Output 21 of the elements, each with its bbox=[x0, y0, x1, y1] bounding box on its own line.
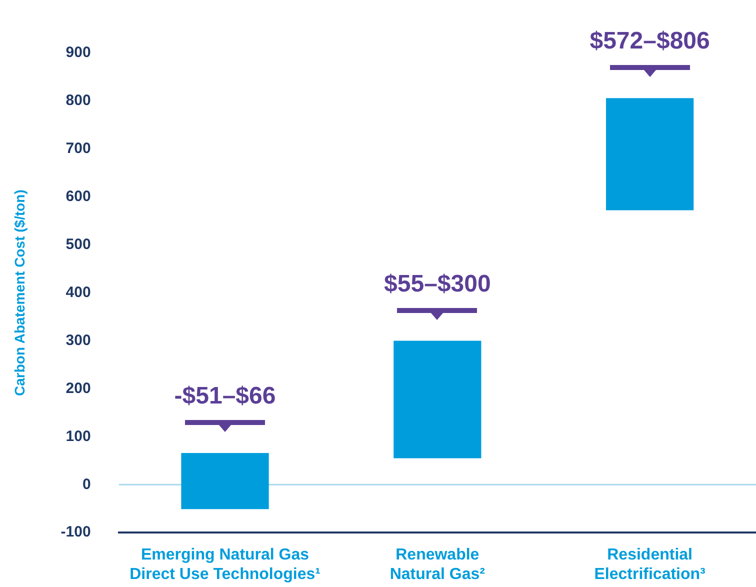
y-tick-label: 0 bbox=[82, 476, 91, 493]
y-tick-label: 700 bbox=[66, 140, 91, 158]
bar bbox=[394, 340, 482, 458]
x-tick-label: Residential Electrification³ bbox=[594, 546, 706, 583]
y-tick-label: 400 bbox=[66, 284, 91, 301]
x-tick-label: Emerging Natural Gas Direct Use Technologies¹ bbox=[130, 546, 320, 583]
y-tick-label: 500 bbox=[66, 236, 91, 253]
y-tick-label: 100 bbox=[66, 428, 91, 445]
data-label: -$51–$66 bbox=[174, 382, 276, 410]
x-tick-label: Renewable Natural Gas² bbox=[390, 546, 485, 583]
y-tick-label: 300 bbox=[66, 332, 91, 349]
data-label: $55–$300 bbox=[384, 270, 491, 298]
y-axis-title: Carbon Abatement Cost ($/ton) bbox=[11, 190, 28, 396]
y-tick-label: 900 bbox=[66, 44, 91, 62]
bar bbox=[181, 452, 269, 510]
y-tick-label: -100 bbox=[60, 524, 91, 541]
y-tick-label: 200 bbox=[66, 380, 91, 397]
bar bbox=[606, 98, 694, 210]
data-label: $572–$806 bbox=[590, 28, 710, 55]
y-tick-label: 600 bbox=[66, 188, 91, 206]
y-tick-label: 800 bbox=[66, 92, 91, 110]
